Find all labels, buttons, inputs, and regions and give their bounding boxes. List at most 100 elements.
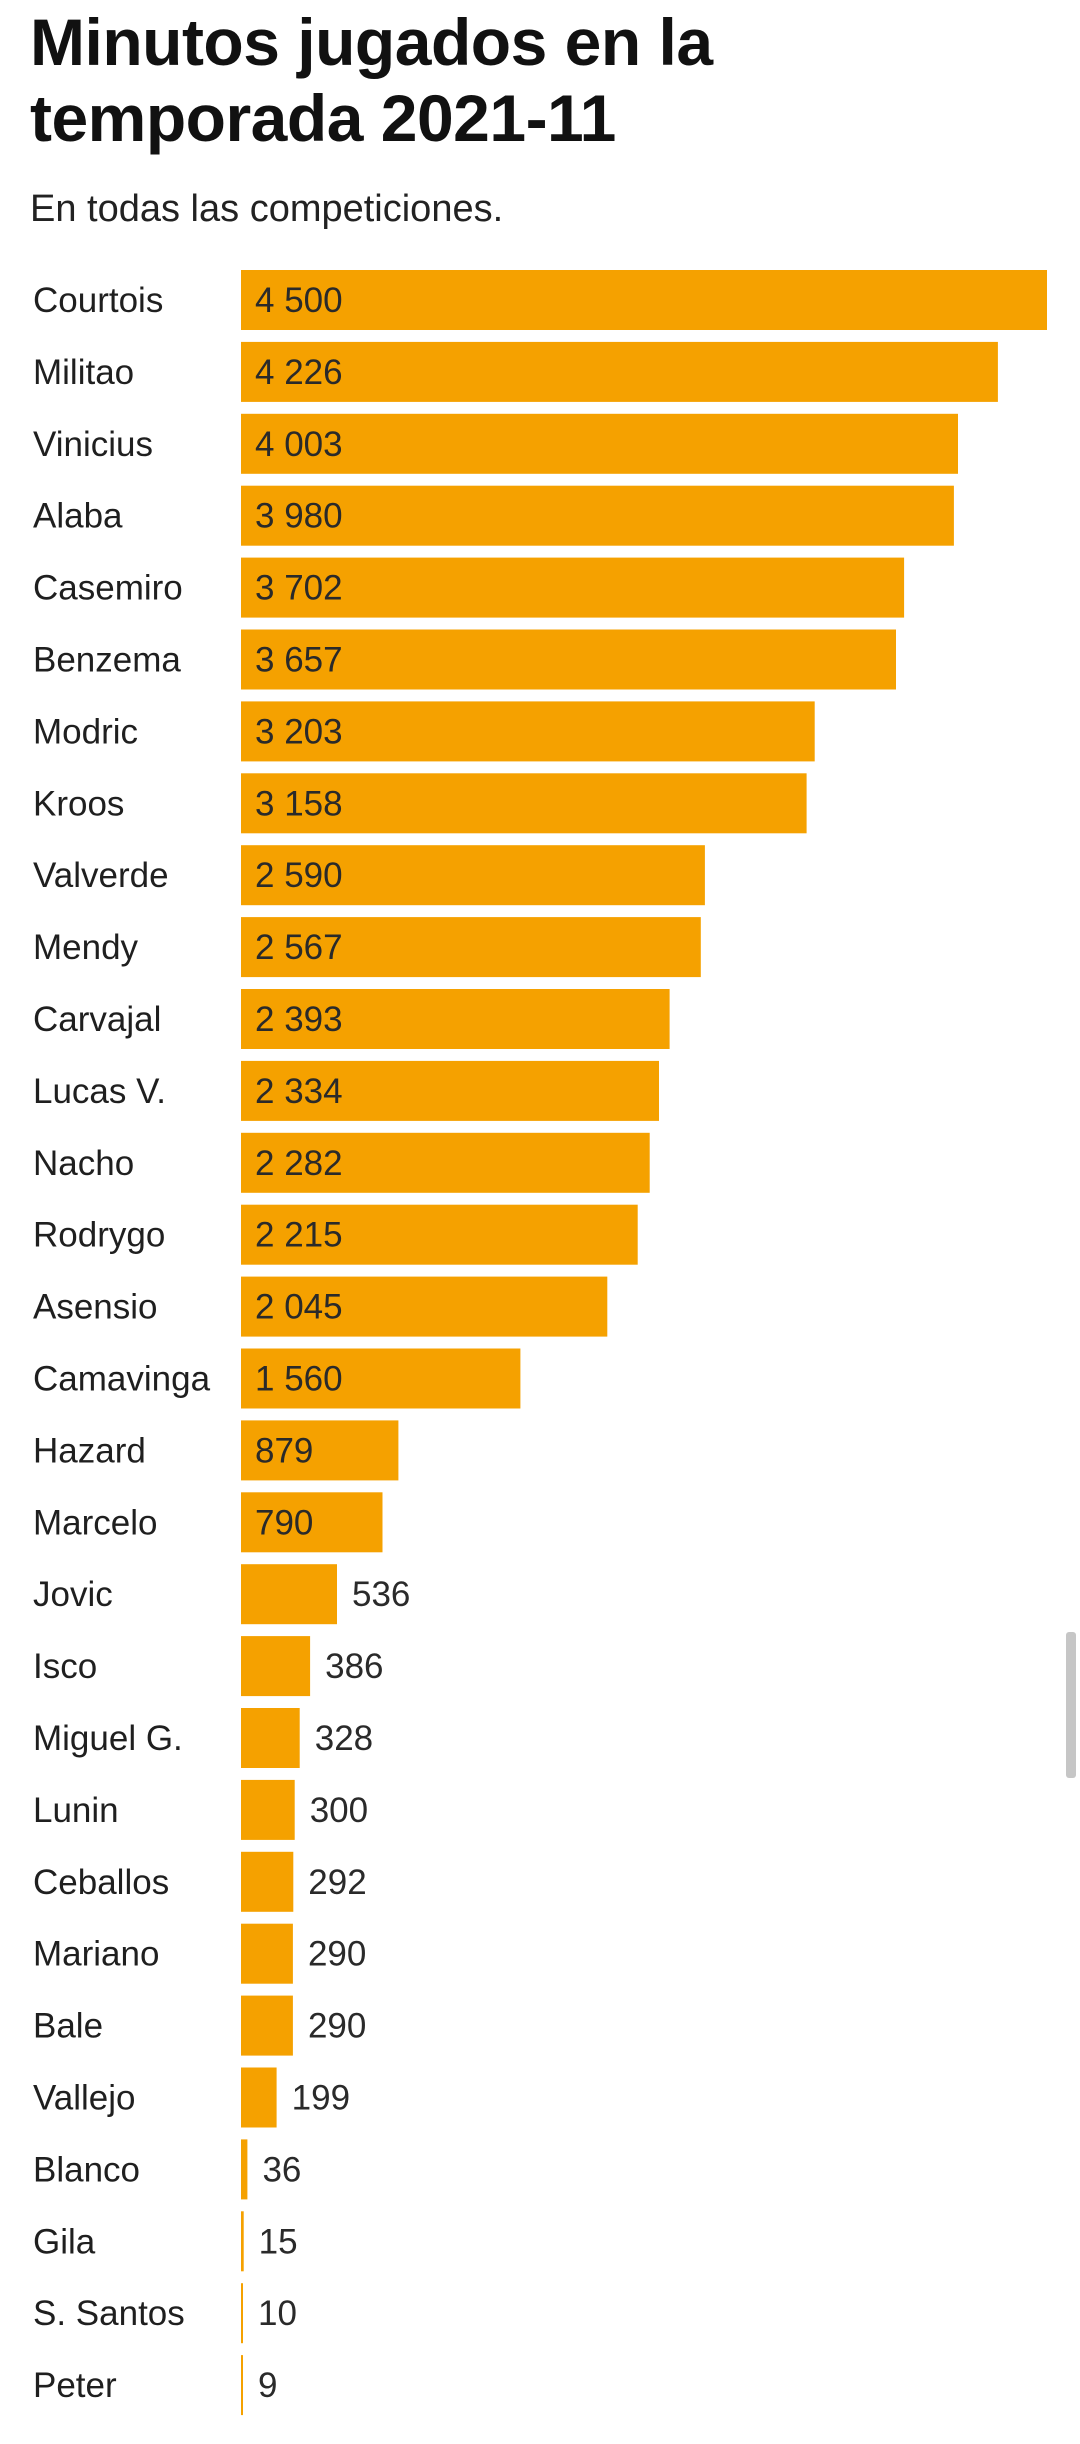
category-label: Mendy <box>33 928 139 967</box>
scrollbar-thumb[interactable] <box>1066 1632 1076 1778</box>
bar <box>241 2211 244 2272</box>
category-label: Miguel G. <box>33 1719 183 1758</box>
bar <box>241 2283 243 2344</box>
bar <box>241 1636 311 1697</box>
value-label: 4 500 <box>255 281 343 320</box>
category-label: Gila <box>33 2222 96 2261</box>
value-label: 2 215 <box>255 1216 343 1255</box>
bar <box>241 270 1047 330</box>
category-label: Lucas V. <box>33 1072 166 1111</box>
value-label: 3 980 <box>255 497 343 536</box>
bar <box>241 1923 293 1984</box>
value-label: 290 <box>308 1935 366 1974</box>
category-label: Marcelo <box>33 1503 157 1542</box>
value-label: 10 <box>258 2294 297 2333</box>
bar-chart: Courtois 4 500 Militao 4 226 Vinicius 4 003 Al… <box>33 270 1047 2416</box>
category-label: Modric <box>33 712 138 751</box>
category-label: S. Santos <box>33 2294 185 2333</box>
category-label: Casemiro <box>33 569 183 608</box>
value-label: 4 003 <box>255 425 343 464</box>
bar <box>241 341 998 402</box>
category-label: Courtois <box>33 281 163 320</box>
bar-row: Alaba 3 980 <box>33 485 954 546</box>
category-label: Isco <box>33 1647 97 1686</box>
category-label: Vallejo <box>33 2079 135 2118</box>
category-label: Hazard <box>33 1431 146 1470</box>
value-label: 4 226 <box>255 353 343 392</box>
value-label: 790 <box>255 1503 313 1542</box>
category-label: Camavinga <box>33 1360 211 1399</box>
bar-row: Gila 15 <box>33 2211 298 2272</box>
bar-row: Ceballos 292 <box>33 1851 367 1912</box>
category-label: Ceballos <box>33 1863 169 1902</box>
value-label: 2 590 <box>255 856 343 895</box>
value-label: 328 <box>315 1719 373 1758</box>
value-label: 9 <box>258 2366 277 2405</box>
value-label: 2 334 <box>255 1072 343 1111</box>
bar <box>241 917 701 978</box>
bar-row: Militao 4 226 <box>33 341 998 402</box>
category-label: Rodrygo <box>33 1216 165 1255</box>
category-label: Nacho <box>33 1144 134 1183</box>
bar-row: Valverde 2 590 <box>33 845 705 906</box>
bar <box>241 701 815 762</box>
bar-row: Mendy 2 567 <box>33 917 701 978</box>
bar <box>241 1348 521 1409</box>
bar <box>241 557 905 618</box>
bar <box>241 2139 248 2200</box>
category-label: Kroos <box>33 784 124 823</box>
bar-row: Vinicius 4 003 <box>33 413 958 474</box>
bar-row: Vallejo 199 <box>33 2067 350 2128</box>
bar-row: Benzema 3 657 <box>33 629 896 690</box>
bar <box>241 1060 659 1121</box>
value-label: 536 <box>352 1575 410 1614</box>
category-label: Benzema <box>33 641 181 680</box>
bar-row: Camavinga 1 560 <box>33 1348 521 1409</box>
value-label: 2 045 <box>255 1288 343 1327</box>
category-label: Carvajal <box>33 1000 161 1039</box>
bar-row: Miguel G. 328 <box>33 1708 373 1768</box>
category-label: Asensio <box>33 1288 158 1327</box>
bar <box>241 773 807 834</box>
bar-row: Jovic 536 <box>33 1564 410 1625</box>
value-label: 2 282 <box>255 1144 343 1183</box>
category-label: Mariano <box>33 1935 159 1974</box>
value-label: 1 560 <box>255 1360 343 1399</box>
bar <box>241 1276 608 1337</box>
value-label: 199 <box>292 2079 350 2118</box>
value-label: 36 <box>262 2150 301 2189</box>
category-label: Jovic <box>33 1575 113 1614</box>
bar <box>241 2067 277 2128</box>
bar <box>241 989 670 1049</box>
value-label: 2 393 <box>255 1000 343 1039</box>
value-label: 3 158 <box>255 784 343 823</box>
bar-row: Isco 386 <box>33 1636 384 1697</box>
category-label: Peter <box>33 2366 117 2405</box>
bar <box>241 1204 638 1265</box>
value-label: 3 702 <box>255 569 343 608</box>
bar-row: Asensio 2 045 <box>33 1276 608 1337</box>
bar-row: Carvajal 2 393 <box>33 989 670 1049</box>
category-label: Militao <box>33 353 134 392</box>
bar-row: Casemiro 3 702 <box>33 557 905 618</box>
bar <box>241 1851 294 1912</box>
bar <box>241 1995 293 2056</box>
category-label: Lunin <box>33 1791 119 1830</box>
value-label: 3 657 <box>255 641 343 680</box>
chart-title: Minutos jugados en la temporada 2021-11 <box>30 5 713 155</box>
bar <box>241 1420 399 1481</box>
bar <box>241 1492 383 1553</box>
value-label: 3 203 <box>255 712 343 751</box>
bar-row: Lunin 300 <box>33 1779 368 1840</box>
category-label: Vinicius <box>33 425 153 464</box>
value-label: 2 567 <box>255 928 343 967</box>
category-label: Blanco <box>33 2150 140 2189</box>
bar <box>241 1708 300 1768</box>
bar-row: Kroos 3 158 <box>33 773 807 834</box>
bar <box>241 845 705 906</box>
value-label: 300 <box>310 1791 368 1830</box>
value-label: 292 <box>308 1863 366 1902</box>
bar-row: Lucas V. 2 334 <box>33 1060 659 1121</box>
bar <box>241 485 954 546</box>
bar <box>241 2355 243 2416</box>
